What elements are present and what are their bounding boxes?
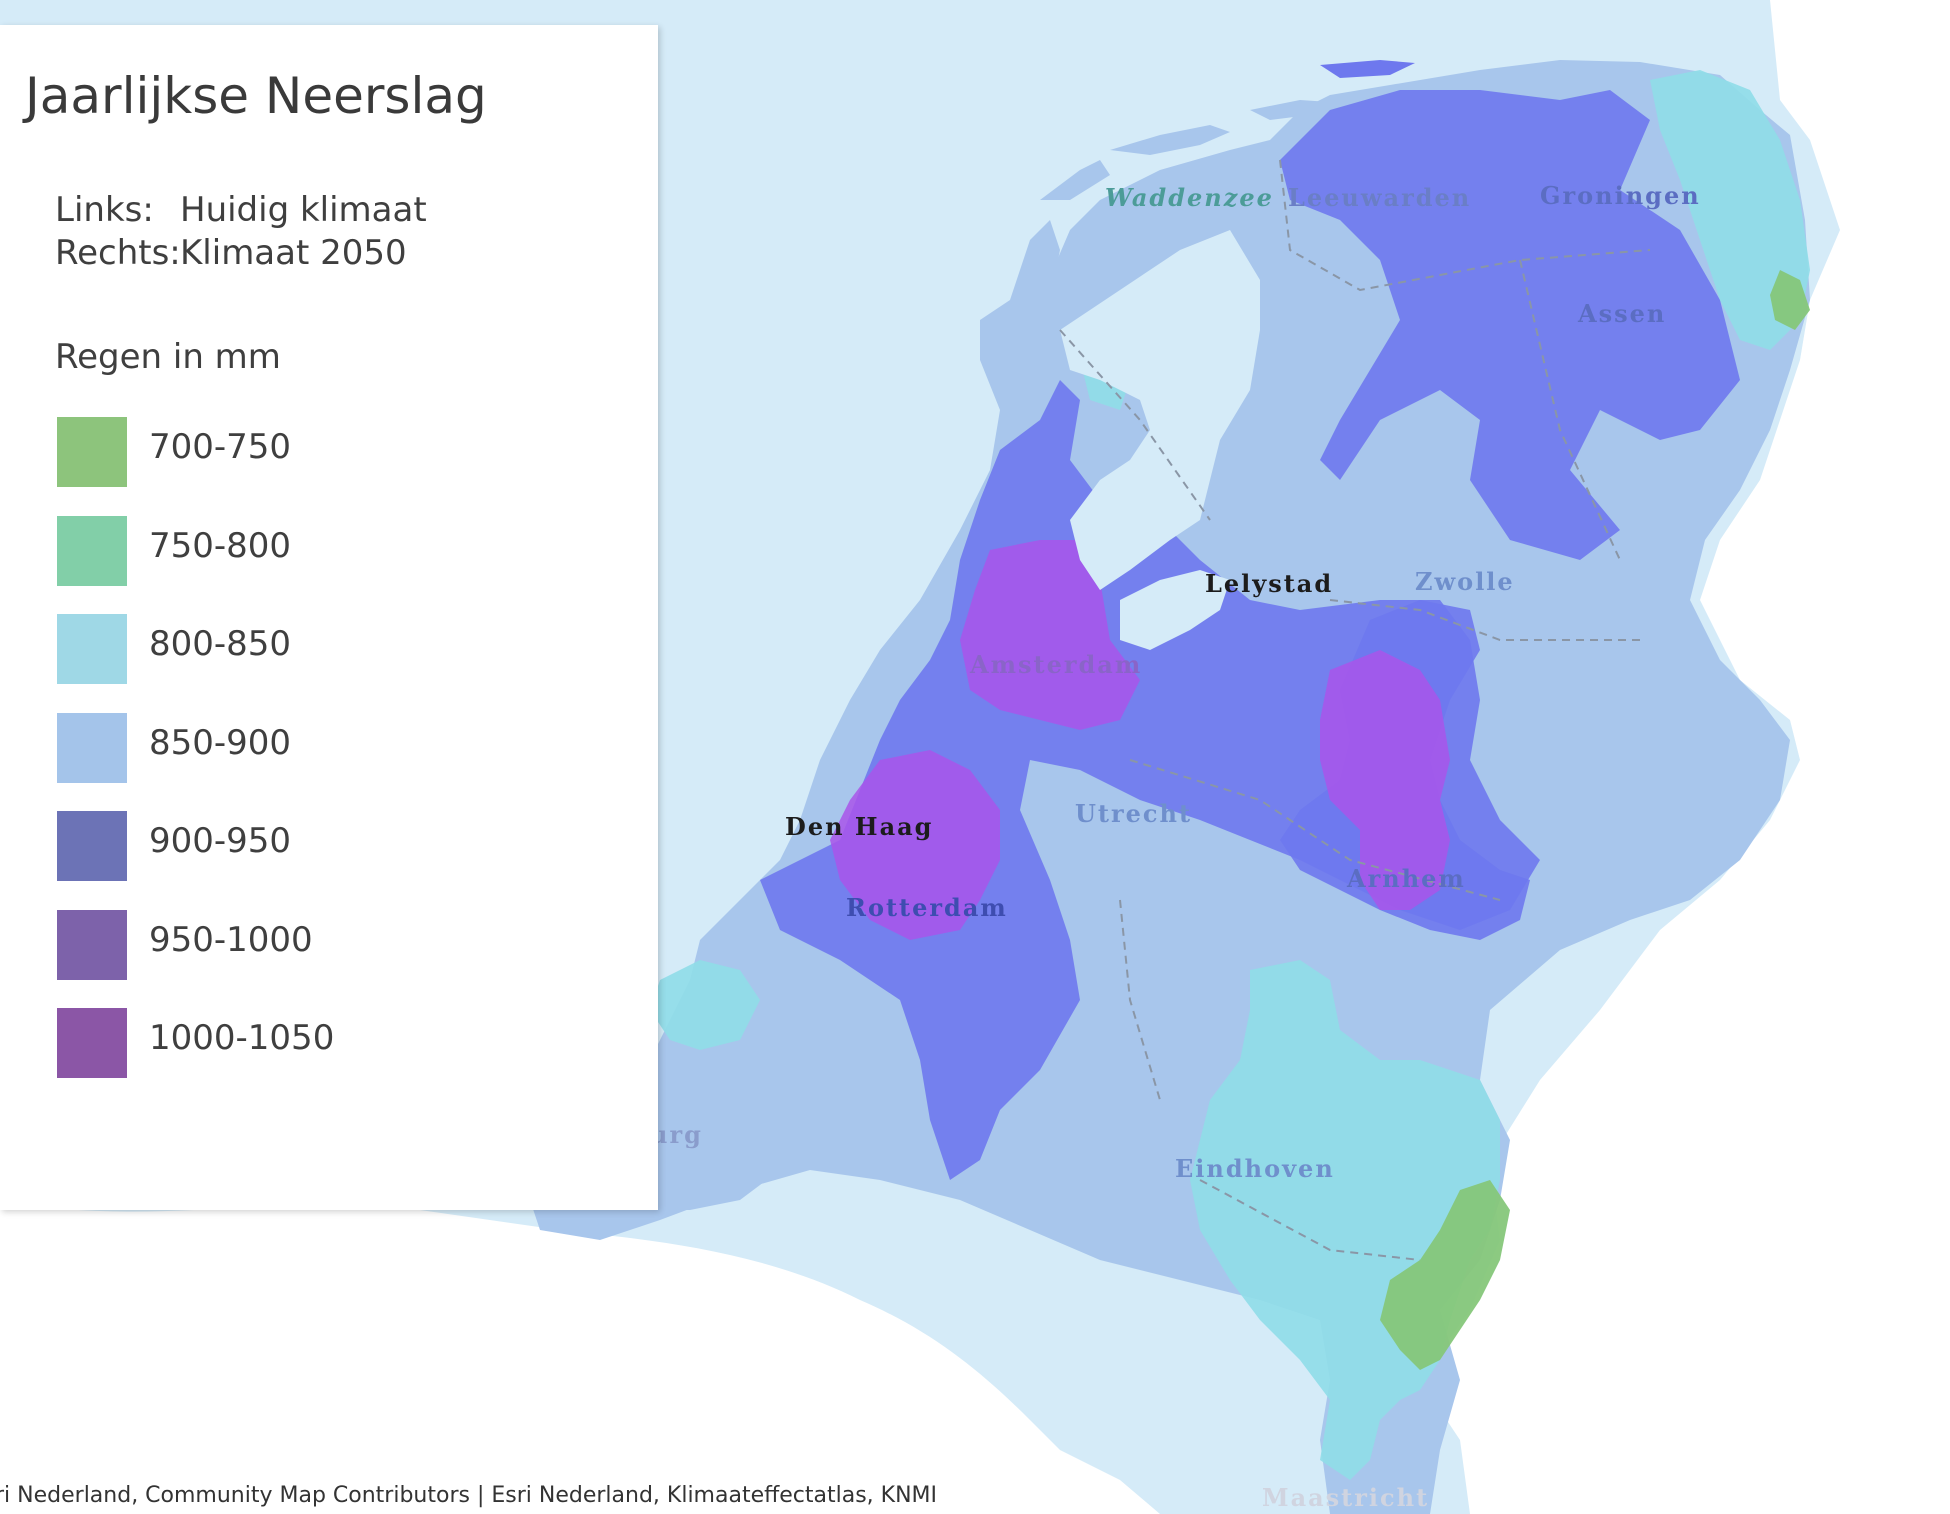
legend-unit-label: Regen in mm [55, 337, 281, 377]
label-cut-city: urg [650, 1120, 703, 1149]
legend-left-label: Links: [55, 190, 154, 230]
ijsselmeer-lake [1060, 230, 1260, 590]
legend-item: 800-850 [57, 614, 457, 684]
precip-zone-800-850-northeast [1650, 70, 1810, 350]
legend-item: 950-1000 [57, 910, 457, 980]
legend-item: 900-950 [57, 811, 457, 881]
label-den-haag: Den Haag [785, 812, 933, 841]
label-groningen: Groningen [1540, 181, 1701, 210]
legend-left-value: Huidig klimaat [180, 190, 427, 230]
label-lelystad: Lelystad [1205, 569, 1333, 598]
legend-item-label: 900-950 [149, 821, 292, 861]
legend-item-label: 1000-1050 [149, 1018, 335, 1058]
legend-swatch [57, 417, 127, 487]
label-amsterdam: Amsterdam [969, 650, 1142, 679]
precip-zone-700-750-east [1770, 270, 1810, 330]
precip-zone-1000-1050-veluwe [1320, 650, 1450, 910]
label-eindhoven: Eindhoven [1175, 1154, 1335, 1183]
legend-swatch [57, 811, 127, 881]
legend-panel: Jaarlijkse Neerslag Links: Huidig klimaat… [0, 25, 658, 1210]
label-zwolle: Zwolle [1415, 567, 1515, 596]
legend-item-label: 750-800 [149, 526, 292, 566]
legend-swatch [57, 713, 127, 783]
legend-swatch [57, 614, 127, 684]
legend-item: 700-750 [57, 417, 457, 487]
wadden-island-schiermonnikoog [1320, 60, 1415, 78]
legend-right-row: Rechts:Klimaat 2050 [55, 233, 407, 273]
legend-left-row: Links: Huidig klimaat [55, 190, 427, 230]
label-assen: Assen [1577, 299, 1666, 328]
wadden-island-terschelling [1110, 125, 1230, 155]
label-waddenzee: Waddenzee [1105, 183, 1274, 212]
legend-item: 1000-1050 [57, 1008, 457, 1078]
label-utrecht: Utrecht [1075, 799, 1192, 828]
legend-title: Jaarlijkse Neerslag [25, 67, 487, 125]
label-maastricht: Maastricht [1262, 1483, 1429, 1512]
precip-zone-700-750-limburg [1380, 1180, 1510, 1370]
precip-zone-800-850-zeeland [650, 960, 760, 1050]
precip-zone-1000-1050-amsterdam [960, 540, 1140, 730]
legend-item: 850-900 [57, 713, 457, 783]
legend-item-label: 950-1000 [149, 920, 313, 960]
legend-swatch [57, 1008, 127, 1078]
legend-right-label: Rechts: [55, 233, 181, 273]
legend-swatch [57, 516, 127, 586]
legend-right-value: Klimaat 2050 [180, 233, 407, 273]
legend-item-label: 850-900 [149, 723, 292, 763]
wadden-island-ameland [1250, 100, 1330, 120]
map-attribution: ri Nederland, Community Map Contributors… [0, 1483, 941, 1508]
wadden-island-vlieland [1040, 160, 1110, 200]
precip-zone-900-950-west [760, 380, 1540, 1180]
wadden-island-texel [1010, 220, 1060, 320]
markermeer-lake [1120, 570, 1230, 650]
precip-zone-900-950-north [1280, 90, 1740, 560]
legend-item-label: 800-850 [149, 624, 292, 664]
label-leeuwarden: Leeuwarden [1288, 183, 1471, 212]
label-arnhem: Arnhem [1346, 864, 1466, 893]
label-rotterdam: Rotterdam [846, 893, 1008, 922]
legend-swatch [57, 910, 127, 980]
legend-item: 750-800 [57, 516, 457, 586]
province-borders [1059, 159, 1651, 1261]
legend-item-label: 700-750 [149, 427, 292, 467]
precip-zone-1000-1050-denhaag [830, 750, 1000, 940]
